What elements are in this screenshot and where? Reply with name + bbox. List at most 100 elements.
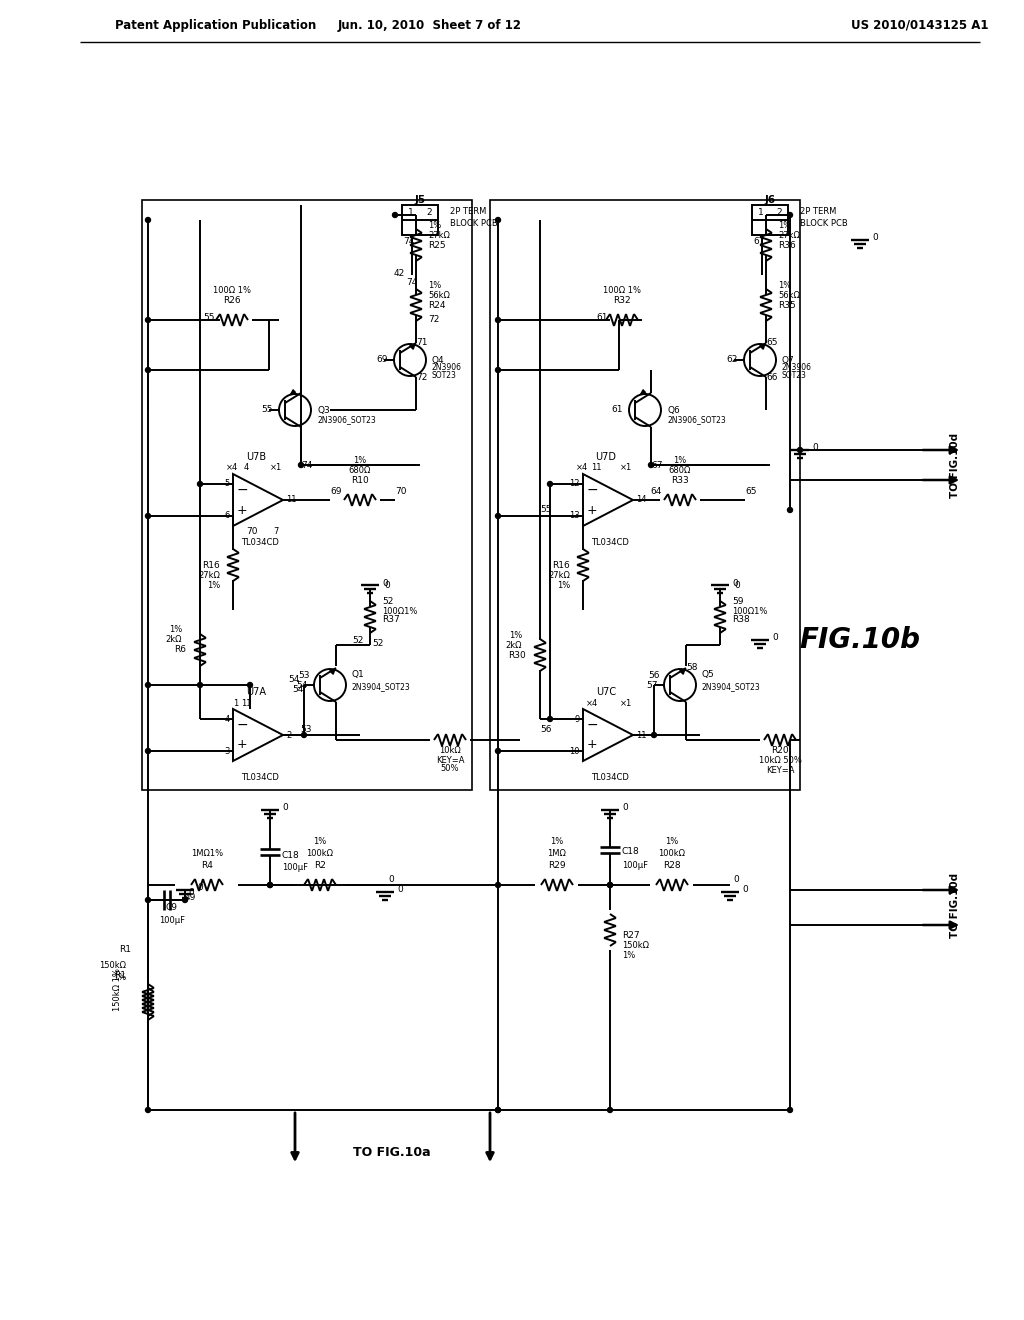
Circle shape bbox=[496, 367, 501, 372]
Circle shape bbox=[607, 883, 612, 887]
Text: 1%: 1% bbox=[207, 581, 220, 590]
Text: 58: 58 bbox=[686, 663, 697, 672]
Text: +: + bbox=[237, 738, 248, 751]
Text: 10: 10 bbox=[569, 747, 580, 755]
Text: 10kΩ 50%: 10kΩ 50% bbox=[759, 756, 802, 766]
Circle shape bbox=[392, 213, 397, 218]
Text: 2kΩ: 2kΩ bbox=[506, 640, 522, 649]
Text: 2: 2 bbox=[776, 209, 781, 216]
Text: C18: C18 bbox=[622, 847, 640, 857]
Text: 67: 67 bbox=[754, 238, 765, 247]
Text: 61: 61 bbox=[597, 314, 608, 322]
Text: 100μF: 100μF bbox=[282, 863, 308, 873]
Circle shape bbox=[648, 462, 653, 467]
Text: −: − bbox=[586, 718, 598, 733]
Text: 2: 2 bbox=[426, 209, 432, 216]
Text: 0: 0 bbox=[742, 886, 748, 895]
Text: 0: 0 bbox=[282, 804, 288, 813]
Text: SOT23: SOT23 bbox=[432, 371, 457, 380]
Circle shape bbox=[145, 513, 151, 519]
Text: 74: 74 bbox=[407, 279, 418, 286]
Text: R2: R2 bbox=[314, 861, 326, 870]
Text: R6: R6 bbox=[174, 645, 186, 655]
Text: 3: 3 bbox=[224, 747, 230, 755]
Text: 2N3904_SOT23: 2N3904_SOT23 bbox=[702, 682, 761, 692]
Text: 27kΩ: 27kΩ bbox=[778, 231, 800, 239]
Circle shape bbox=[496, 1107, 501, 1113]
Circle shape bbox=[145, 898, 151, 903]
Text: 680Ω: 680Ω bbox=[349, 466, 371, 475]
Text: 2N3906: 2N3906 bbox=[782, 363, 812, 372]
Text: 62: 62 bbox=[727, 355, 738, 364]
Text: R35: R35 bbox=[778, 301, 796, 309]
Circle shape bbox=[496, 513, 501, 519]
Text: 2P TERM: 2P TERM bbox=[800, 207, 837, 216]
Text: 1%: 1% bbox=[674, 455, 687, 465]
Text: 52: 52 bbox=[372, 639, 383, 648]
Text: 69: 69 bbox=[330, 487, 341, 496]
Text: 50%: 50% bbox=[440, 764, 459, 774]
Text: 1%: 1% bbox=[428, 281, 441, 289]
Text: 7: 7 bbox=[273, 528, 279, 536]
Text: 1%: 1% bbox=[778, 220, 792, 230]
Circle shape bbox=[496, 748, 501, 754]
Text: 65: 65 bbox=[766, 338, 777, 347]
Text: 1MΩ: 1MΩ bbox=[548, 849, 566, 858]
Text: J6: J6 bbox=[765, 195, 775, 205]
Text: ×4: ×4 bbox=[575, 463, 588, 473]
Text: 61: 61 bbox=[611, 405, 623, 414]
Text: 53: 53 bbox=[300, 726, 311, 734]
Text: 74: 74 bbox=[403, 238, 415, 247]
Text: 0: 0 bbox=[732, 578, 737, 587]
Text: KEY=A: KEY=A bbox=[766, 766, 795, 775]
Text: 1: 1 bbox=[233, 698, 239, 708]
Text: 1%: 1% bbox=[557, 581, 570, 590]
Text: 14: 14 bbox=[636, 495, 646, 504]
Text: 55: 55 bbox=[261, 405, 273, 414]
Circle shape bbox=[607, 883, 612, 887]
Text: Patent Application Publication: Patent Application Publication bbox=[115, 18, 316, 32]
Text: 0: 0 bbox=[382, 578, 388, 587]
Text: TL034CD: TL034CD bbox=[591, 774, 629, 781]
Text: Q3: Q3 bbox=[317, 405, 330, 414]
Text: −: − bbox=[237, 718, 248, 733]
Circle shape bbox=[496, 883, 501, 887]
Text: R1: R1 bbox=[114, 970, 126, 979]
Text: 2P TERM: 2P TERM bbox=[450, 207, 486, 216]
Text: 0: 0 bbox=[384, 581, 390, 590]
Text: US 2010/0143125 A1: US 2010/0143125 A1 bbox=[851, 18, 989, 32]
Text: FIG.10b: FIG.10b bbox=[800, 626, 921, 653]
Text: R10: R10 bbox=[351, 477, 369, 484]
Circle shape bbox=[496, 318, 501, 322]
Circle shape bbox=[651, 733, 656, 738]
Text: BLOCK PCB: BLOCK PCB bbox=[450, 219, 498, 228]
Text: 69: 69 bbox=[377, 355, 388, 364]
Text: 2N3906_SOT23: 2N3906_SOT23 bbox=[667, 416, 726, 425]
Bar bbox=[490, 201, 800, 789]
Text: 12: 12 bbox=[569, 479, 580, 488]
Text: 42: 42 bbox=[394, 268, 406, 277]
Text: 0: 0 bbox=[812, 444, 818, 453]
Text: 55: 55 bbox=[540, 506, 552, 515]
Circle shape bbox=[548, 482, 553, 487]
Text: 150kΩ: 150kΩ bbox=[99, 961, 126, 969]
Text: TL034CD: TL034CD bbox=[241, 539, 279, 546]
Text: 4: 4 bbox=[244, 463, 249, 473]
Text: +: + bbox=[587, 503, 597, 516]
Text: 1%: 1% bbox=[622, 950, 635, 960]
Text: 56: 56 bbox=[648, 671, 659, 680]
Text: 13: 13 bbox=[569, 511, 580, 520]
Circle shape bbox=[267, 883, 272, 887]
Text: 1%: 1% bbox=[113, 974, 126, 982]
Circle shape bbox=[145, 748, 151, 754]
Text: 0: 0 bbox=[772, 634, 778, 643]
Text: R1: R1 bbox=[119, 945, 131, 954]
Text: 66: 66 bbox=[766, 374, 777, 381]
Text: BLOCK PCB: BLOCK PCB bbox=[800, 219, 848, 228]
Text: R20: R20 bbox=[771, 746, 788, 755]
Text: 67: 67 bbox=[651, 461, 663, 470]
Text: 27kΩ: 27kΩ bbox=[548, 570, 570, 579]
Text: R26: R26 bbox=[223, 296, 241, 305]
Text: 2kΩ: 2kΩ bbox=[166, 635, 182, 644]
Text: ×1: ×1 bbox=[270, 463, 283, 473]
